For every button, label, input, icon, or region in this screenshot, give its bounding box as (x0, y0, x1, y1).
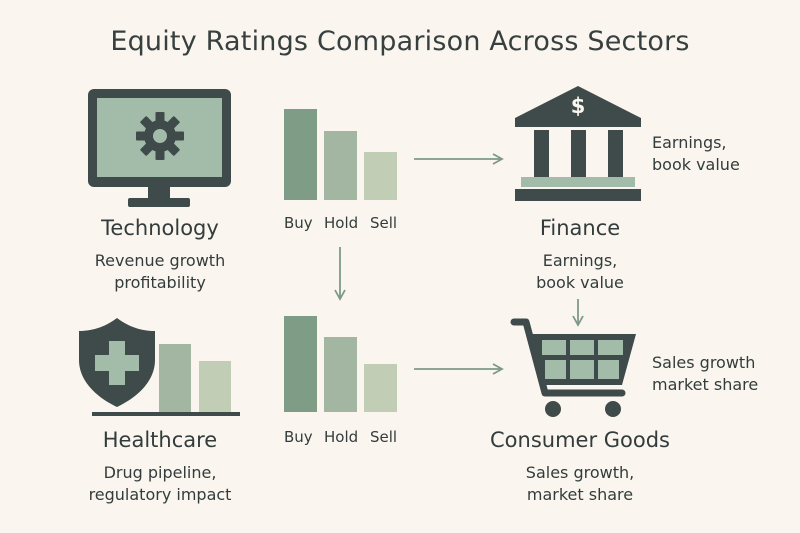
rating-label-buy: Buy (284, 428, 313, 446)
healthcare-bars (92, 344, 240, 416)
sector-name-healthcare: Healthcare (102, 428, 218, 452)
rating-label-hold: Hold (324, 214, 359, 232)
rating-label-buy: Buy (284, 214, 313, 232)
consumer-side-note-line2: market share (652, 375, 759, 394)
rating-label-hold: Hold (324, 428, 359, 446)
bar-sell (364, 364, 397, 412)
shopping-cart-icon (510, 318, 636, 417)
finance-side-note-line2: book value (652, 155, 740, 174)
shield-cross-icon (79, 318, 155, 407)
sector-name-consumer-goods: Consumer Goods (490, 428, 670, 452)
bar-hold (324, 131, 357, 200)
top-rating-bars (284, 109, 397, 200)
sector-desc-healthcare-line1: Drug pipeline, (103, 463, 217, 482)
bar-buy (284, 316, 317, 412)
rating-label-sell: Sell (370, 214, 398, 232)
consumer-side-note-line1: Sales growth (652, 353, 756, 372)
sector-desc-consumer-line1: Sales growth, (525, 463, 635, 482)
sector-desc-healthcare-line2: regulatory impact (88, 485, 232, 504)
monitor-gear-icon (88, 89, 231, 207)
sector-name-technology: Technology (101, 216, 219, 240)
gear-icon (136, 112, 184, 160)
bottom-rating-bars (284, 316, 397, 412)
bank-dollar-icon: $ (515, 86, 641, 201)
bar-buy (284, 109, 317, 200)
rating-label-sell: Sell (370, 428, 398, 446)
sector-desc-consumer-line2: market share (526, 485, 634, 504)
bar-hold (324, 337, 357, 412)
page-title: Equity Ratings Comparison Across Sectors (110, 26, 690, 57)
sector-desc-finance-line1: Earnings, (542, 251, 618, 270)
finance-side-note-line1: Earnings, (652, 133, 727, 152)
svg-text:$: $ (571, 94, 586, 118)
bar-sell (364, 152, 397, 200)
sector-desc-technology-line2: profitability (114, 273, 206, 292)
sector-desc-finance-line2: book value (536, 273, 624, 292)
sector-desc-technology-line1: Revenue growth (94, 251, 226, 270)
sector-name-finance: Finance (539, 216, 621, 240)
